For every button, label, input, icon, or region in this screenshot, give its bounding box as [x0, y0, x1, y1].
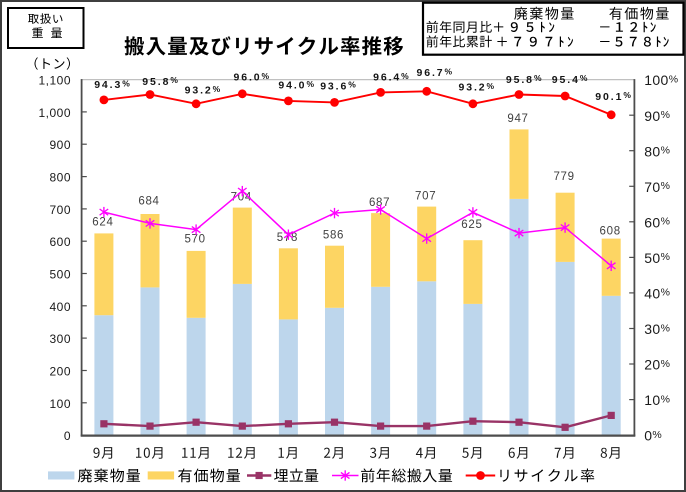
svg-text:50%: 50%: [644, 250, 670, 266]
svg-text:94.0%: 94.0%: [278, 79, 314, 92]
svg-text:96.4%: 96.4%: [373, 71, 409, 84]
svg-text:40%: 40%: [644, 286, 670, 302]
svg-text:90.1%: 90.1%: [595, 90, 631, 103]
svg-text:30%: 30%: [644, 321, 670, 337]
svg-text:100: 100: [49, 397, 71, 411]
svg-text:95.4%: 95.4%: [552, 73, 588, 86]
svg-text:0%: 0%: [644, 428, 662, 444]
svg-text:94.3%: 94.3%: [94, 78, 130, 91]
svg-text:1,000: 1,000: [38, 106, 71, 120]
svg-text:60%: 60%: [644, 214, 670, 230]
svg-text:624: 624: [92, 217, 113, 229]
svg-text:200: 200: [49, 365, 71, 379]
svg-text:779: 779: [553, 171, 574, 183]
svg-text:95.8%: 95.8%: [142, 75, 178, 88]
svg-text:0: 0: [64, 429, 71, 443]
svg-text:570: 570: [184, 234, 205, 246]
svg-text:300: 300: [49, 332, 71, 346]
svg-text:93.2%: 93.2%: [458, 81, 494, 94]
svg-text:700: 700: [49, 203, 71, 217]
svg-text:93.2%: 93.2%: [185, 84, 221, 97]
svg-text:500: 500: [49, 268, 71, 282]
svg-text:578: 578: [277, 232, 298, 244]
svg-text:800: 800: [49, 171, 71, 185]
svg-text:586: 586: [323, 230, 344, 242]
svg-text:96.0%: 96.0%: [233, 71, 269, 84]
svg-text:600: 600: [49, 235, 71, 249]
svg-text:93.6%: 93.6%: [320, 80, 356, 93]
svg-text:20%: 20%: [644, 357, 670, 373]
svg-text:900: 900: [49, 138, 71, 152]
svg-text:608: 608: [600, 226, 621, 238]
svg-text:707: 707: [415, 190, 436, 202]
svg-text:96.7%: 96.7%: [416, 66, 452, 79]
svg-text:947: 947: [507, 113, 528, 125]
svg-text:100%: 100%: [644, 72, 678, 88]
svg-text:687: 687: [369, 197, 390, 209]
svg-text:90%: 90%: [644, 108, 670, 124]
svg-text:400: 400: [49, 300, 71, 314]
svg-text:10%: 10%: [644, 392, 670, 408]
svg-text:625: 625: [461, 219, 482, 231]
svg-text:684: 684: [138, 196, 159, 208]
svg-text:95.8%: 95.8%: [506, 73, 542, 86]
svg-text:1,100: 1,100: [38, 74, 71, 88]
svg-text:70%: 70%: [644, 179, 670, 195]
svg-text:80%: 80%: [644, 143, 670, 159]
